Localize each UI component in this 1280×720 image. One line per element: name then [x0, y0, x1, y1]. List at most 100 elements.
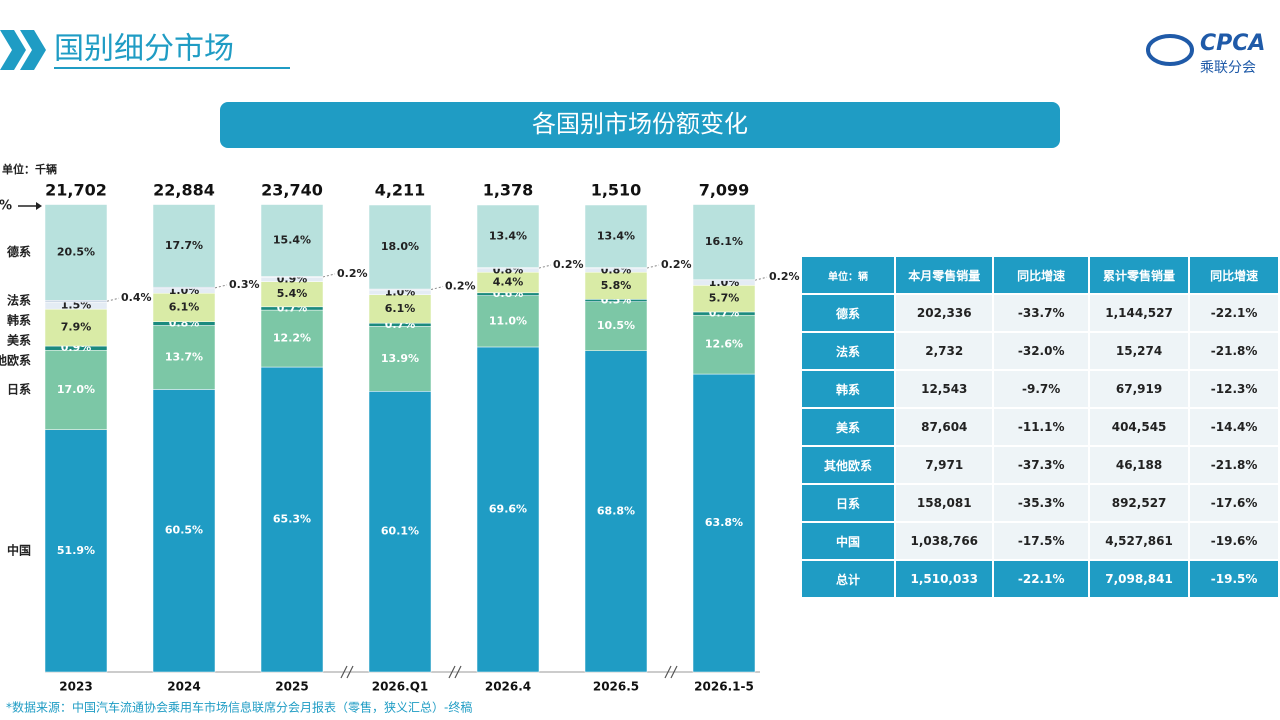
table-cell: 1,144,527 [1089, 295, 1189, 331]
bar-segment [152, 204, 216, 288]
table-cell: 892,527 [1089, 485, 1189, 521]
title-chevron [20, 30, 46, 70]
bar-segment [260, 366, 324, 673]
bar-segment [476, 204, 540, 268]
total-label: 23,740 [261, 181, 323, 200]
legend-label: 韩系 [7, 313, 31, 328]
table-cell: 7,971 [896, 447, 993, 483]
table-cell: 累计零售销量 [1089, 257, 1189, 293]
bar-segment [368, 326, 432, 392]
table-cell: -17.6% [1190, 485, 1278, 521]
total-label: 22,884 [153, 181, 215, 200]
table-cell: 67,919 [1089, 371, 1189, 407]
value-label: 11.0% [489, 314, 527, 327]
legend-label: 美系 [7, 333, 31, 348]
value-label: 17.0% [57, 383, 95, 396]
table-cell: -21.8% [1190, 333, 1278, 369]
logo-mark [1146, 34, 1194, 66]
leader-line [538, 264, 552, 269]
unit-label: 单位：千辆 [2, 162, 57, 176]
value-label: 6.1% [385, 302, 416, 315]
leader-line [754, 276, 768, 281]
chart-banner [220, 102, 1060, 148]
table-cell: 法系 [802, 333, 895, 369]
value-label: 68.8% [597, 504, 635, 517]
bar-segment [44, 300, 108, 303]
table-row: 中国 1,038,766 -17.5% 4,527,861 -19.6% [802, 523, 1278, 559]
value-label: 63.8% [705, 516, 743, 529]
value-label: 16.1% [705, 235, 743, 248]
chart-title: 各国别市场份额变化 [532, 110, 748, 138]
table-cell: 同比增速 [1190, 257, 1278, 293]
table-cell: 总计 [802, 561, 895, 597]
legend-label: 法系 [7, 293, 31, 308]
logo: CPCA [1200, 31, 1265, 56]
value-label: 5.7% [709, 292, 740, 305]
axis-break [340, 665, 678, 679]
total-label: 21,702 [45, 181, 107, 200]
value-label: 12.6% [705, 338, 743, 351]
value-label: 0.2% [769, 270, 800, 283]
bar-segment [152, 325, 216, 390]
bar-segment [692, 314, 756, 375]
table-cell: -33.7% [994, 295, 1088, 331]
x-tick-label: 2026.1-5 [694, 680, 754, 694]
table-cell: 15,274 [1089, 333, 1189, 369]
table-cell: -37.3% [994, 447, 1088, 483]
leader-line [106, 297, 120, 302]
table-row: 其他欧系 7,971 -37.3% 46,188 -21.8% [802, 447, 1278, 483]
x-tick-label: 2024 [167, 680, 200, 694]
bar-segment [584, 271, 648, 300]
value-label: 4.4% [493, 276, 524, 289]
bar-segment [584, 204, 648, 268]
bar-segment [44, 204, 108, 301]
table-cell: -22.1% [994, 561, 1088, 597]
table-cell: -19.6% [1190, 523, 1278, 559]
value-label: 0.4% [121, 291, 152, 304]
title-chevron [0, 30, 26, 70]
bar-segment [152, 293, 216, 322]
total-label: 1,510 [591, 181, 642, 200]
table-cell: 2,732 [896, 333, 993, 369]
bar-segment [692, 285, 756, 313]
value-label: 7.9% [61, 321, 92, 334]
table-cell: 单位：辆 [802, 257, 895, 293]
value-label: 5.8% [601, 279, 632, 292]
value-label: 20.5% [57, 245, 95, 258]
value-label: 60.5% [165, 524, 203, 537]
value-label: 17.7% [165, 239, 203, 252]
total-label: 4,211 [375, 181, 426, 200]
bar-segment [260, 281, 324, 308]
table-cell: -14.4% [1190, 409, 1278, 445]
table-cell: 日系 [802, 485, 895, 521]
value-label: 13.4% [489, 229, 527, 242]
table-cell: 同比增速 [994, 257, 1088, 293]
table-cell: 其他欧系 [802, 447, 895, 483]
table-cell: -12.3% [1190, 371, 1278, 407]
value-label: 13.7% [165, 350, 203, 363]
value-label: 10.5% [597, 319, 635, 332]
table-cell: -35.3% [994, 485, 1088, 521]
top-label: 100% [0, 199, 12, 214]
table-cell: 1,038,766 [896, 523, 993, 559]
value-label: 0.2% [445, 280, 476, 293]
table-cell: -17.5% [994, 523, 1088, 559]
table-cell: -22.1% [1190, 295, 1278, 331]
bar-segment [692, 373, 756, 673]
value-label: 51.9% [57, 544, 95, 557]
table-cell: -21.8% [1190, 447, 1278, 483]
table-cell: 中国 [802, 523, 895, 559]
table-cell: 1,510,033 [896, 561, 993, 597]
table-row: 日系 158,081 -35.3% 892,527 -17.6% [802, 485, 1278, 521]
value-label: 0.3% [229, 278, 260, 291]
table-cell: 美系 [802, 409, 895, 445]
x-tick-label: 2026.5 [593, 680, 639, 694]
value-label: 60.1% [381, 525, 419, 538]
legend-label: 其他欧系 [0, 353, 31, 368]
legend-label: 日系 [7, 381, 31, 396]
value-label: 0.2% [337, 267, 368, 280]
value-label: 6.1% [169, 301, 200, 314]
bar-segment [368, 204, 432, 290]
page-title: 国别细分市场 [54, 32, 234, 67]
